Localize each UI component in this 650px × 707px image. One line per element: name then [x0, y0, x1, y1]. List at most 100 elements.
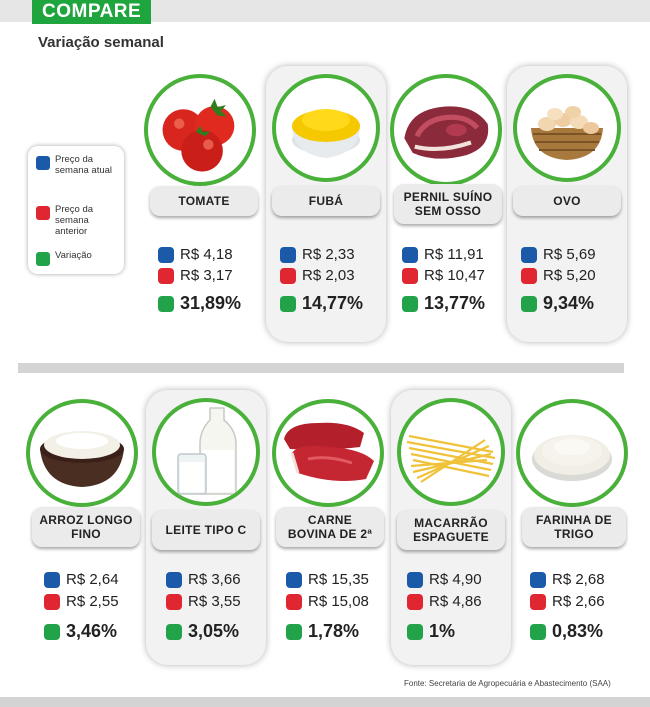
- red-square-icon: [166, 593, 182, 610]
- variation-value: 14,77%: [302, 293, 364, 313]
- variation-value: 13,77%: [424, 293, 486, 313]
- current-price: R$ 15,35: [308, 571, 369, 588]
- variation-row: 3,46%: [44, 621, 117, 642]
- spaghetti-icon: [397, 398, 505, 506]
- current-price: R$ 5,69: [543, 246, 596, 263]
- product-card-beef: CARNE BOVINA DE 2ª R$ 15,35 R$ 15,08 1,7…: [268, 393, 390, 673]
- variation-row: 9,34%: [521, 293, 594, 314]
- current-price-row: R$ 11,91: [402, 246, 484, 263]
- green-swatch-icon: [36, 252, 50, 266]
- current-price: R$ 2,68: [552, 571, 605, 588]
- blue-square-icon: [286, 571, 302, 588]
- previous-price-row: R$ 15,08: [286, 593, 369, 610]
- legend-label-previous: Preço da semana anterior: [55, 204, 94, 237]
- current-price-row: R$ 2,33: [280, 246, 355, 263]
- legend-item-previous: Preço da semana anterior: [36, 204, 117, 237]
- green-square-icon: [158, 295, 174, 312]
- red-square-icon: [280, 267, 296, 284]
- green-square-icon: [280, 295, 296, 312]
- previous-price-row: R$ 10,47: [402, 267, 485, 284]
- blue-swatch-icon: [36, 156, 50, 170]
- variation-row: 14,77%: [280, 293, 363, 314]
- legend-item-current: Preço da semana atual: [36, 154, 117, 176]
- current-price: R$ 11,91: [424, 246, 484, 263]
- previous-price: R$ 15,08: [308, 593, 369, 610]
- variation-value: 1,78%: [308, 621, 360, 641]
- previous-price-row: R$ 2,55: [44, 593, 119, 610]
- previous-price: R$ 10,47: [424, 267, 485, 284]
- blue-square-icon: [280, 246, 296, 263]
- blue-square-icon: [530, 571, 546, 588]
- blue-square-icon: [166, 571, 182, 588]
- green-square-icon: [166, 623, 182, 640]
- green-square-icon: [521, 295, 537, 312]
- legend-item-variation: Variação: [36, 250, 117, 266]
- variation-row: 0,83%: [530, 621, 603, 642]
- rice-icon: [26, 399, 138, 507]
- green-square-icon: [530, 623, 546, 640]
- current-price: R$ 3,66: [188, 571, 241, 588]
- product-label: MACARRÃO ESPAGUETE: [397, 510, 505, 550]
- section-divider: [18, 363, 624, 373]
- variation-value: 9,34%: [543, 293, 595, 313]
- variation-value: 1%: [429, 621, 456, 641]
- product-label: PERNIL SUÍNO SEM OSSO: [394, 184, 502, 224]
- tomato-icon: [144, 74, 256, 186]
- green-square-icon: [402, 295, 418, 312]
- green-square-icon: [407, 623, 423, 640]
- blue-square-icon: [402, 246, 418, 263]
- blue-square-icon: [407, 571, 423, 588]
- product-card-milk: LEITE TIPO C R$ 3,66 R$ 3,55 3,05%: [146, 390, 266, 665]
- current-price-row: R$ 2,64: [44, 571, 119, 588]
- current-price: R$ 2,33: [302, 246, 355, 263]
- current-price: R$ 4,90: [429, 571, 482, 588]
- product-label: ARROZ LONGO FINO: [32, 507, 140, 547]
- green-square-icon: [44, 623, 60, 640]
- pork-leg-icon: [390, 74, 502, 186]
- product-label: FUBÁ: [272, 186, 380, 216]
- previous-price-row: R$ 2,03: [280, 267, 355, 284]
- variation-value: 31,89%: [180, 293, 242, 313]
- compare-badge: COMPARE: [32, 0, 152, 24]
- legend: Preço da semana atual Preço da semana an…: [28, 146, 124, 274]
- red-square-icon: [530, 593, 546, 610]
- product-label: TOMATE: [150, 186, 258, 216]
- current-price-row: R$ 4,90: [407, 571, 482, 588]
- blue-square-icon: [44, 571, 60, 588]
- red-square-icon: [44, 593, 60, 610]
- red-square-icon: [286, 593, 302, 610]
- legend-label-current: Preço da semana atual: [55, 154, 113, 176]
- previous-price-row: R$ 4,86: [407, 593, 482, 610]
- previous-price-row: R$ 3,55: [166, 593, 241, 610]
- previous-price: R$ 2,66: [552, 593, 605, 610]
- current-price: R$ 4,18: [180, 246, 233, 263]
- product-label: OVO: [513, 186, 621, 216]
- bottom-bar: [0, 697, 650, 707]
- product-label: FARINHA DE TRIGO: [522, 507, 626, 547]
- product-card-rice: ARROZ LONGO FINO R$ 2,64 R$ 2,55 3,46%: [22, 393, 144, 673]
- current-price-row: R$ 3,66: [166, 571, 241, 588]
- previous-price-row: R$ 3,17: [158, 267, 233, 284]
- previous-price: R$ 2,55: [66, 593, 119, 610]
- milk-icon: [152, 398, 260, 506]
- red-square-icon: [158, 267, 174, 284]
- variation-value: 0,83%: [552, 621, 604, 641]
- legend-label-variation: Variação: [55, 250, 92, 261]
- eggs-icon: [513, 74, 621, 182]
- product-label: CARNE BOVINA DE 2ª: [276, 507, 384, 547]
- product-card-egg: OVO R$ 5,69 R$ 5,20 9,34%: [507, 66, 627, 342]
- product-card-tomato: TOMATE R$ 4,18 R$ 3,17 31,89%: [140, 70, 265, 350]
- page-subtitle: Variação semanal: [38, 34, 164, 51]
- variation-row: 31,89%: [158, 293, 241, 314]
- product-card-fuba: FUBÁ R$ 2,33 R$ 2,03 14,77%: [266, 66, 386, 342]
- product-card-pork: PERNIL SUÍNO SEM OSSO R$ 11,91 R$ 10,47 …: [388, 70, 506, 350]
- red-swatch-icon: [36, 206, 50, 220]
- flour-icon: [516, 399, 628, 507]
- beef-icon: [272, 399, 384, 507]
- red-square-icon: [407, 593, 423, 610]
- variation-row: 1,78%: [286, 621, 359, 642]
- green-square-icon: [286, 623, 302, 640]
- product-card-spaghetti: MACARRÃO ESPAGUETE R$ 4,90 R$ 4,86 1%: [391, 390, 511, 665]
- red-square-icon: [521, 267, 537, 284]
- previous-price: R$ 3,17: [180, 267, 233, 284]
